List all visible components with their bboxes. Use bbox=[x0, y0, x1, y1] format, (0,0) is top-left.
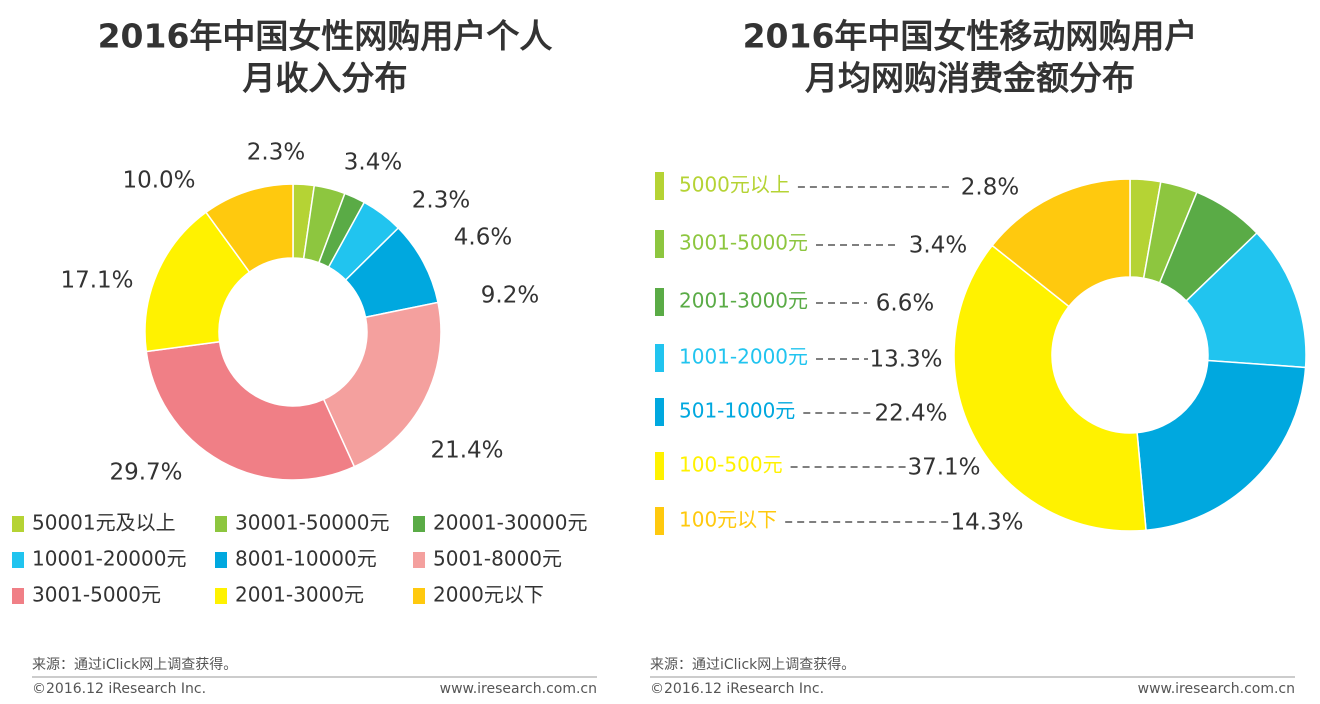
slice bbox=[991, 178, 1131, 308]
legend-marker bbox=[12, 516, 24, 532]
legend-marker bbox=[413, 552, 425, 568]
legend-label: 100-500元 bbox=[679, 453, 783, 477]
legend-label: 2000元以下 bbox=[433, 583, 544, 607]
chart-title: 2016年中国女性网购用户个人 bbox=[98, 17, 553, 56]
legend-marker bbox=[655, 344, 664, 372]
slice bbox=[1136, 359, 1307, 532]
legend-marker bbox=[655, 230, 664, 258]
chart-title: 月均网购消费金额分布 bbox=[805, 59, 1135, 98]
value-label: 2.8% bbox=[961, 175, 1019, 201]
legend-label: 3001-5000元 bbox=[679, 231, 808, 255]
legend-marker bbox=[215, 516, 227, 532]
legend-label: 501-1000元 bbox=[679, 399, 795, 423]
source: 来源：通过iClick网上调查获得。 bbox=[650, 656, 855, 673]
legend-marker bbox=[413, 516, 425, 532]
value-label: 3.4% bbox=[909, 233, 967, 259]
slice bbox=[1185, 231, 1307, 369]
legend-marker bbox=[655, 452, 664, 480]
legend-label: 100元以下 bbox=[679, 508, 777, 532]
value-label: 29.7% bbox=[109, 460, 182, 486]
value-label: 14.3% bbox=[950, 510, 1023, 536]
legend-label: 50001元及以上 bbox=[32, 511, 176, 535]
value-label: 37.1% bbox=[907, 455, 980, 481]
legend-label: 20001-30000元 bbox=[433, 511, 587, 535]
legend-marker bbox=[12, 588, 24, 604]
value-label: 2.3% bbox=[247, 140, 305, 166]
legend-label: 30001-50000元 bbox=[235, 511, 389, 535]
copyright: ©2016.12 iResearch Inc. bbox=[650, 681, 824, 697]
legend-marker bbox=[655, 172, 664, 200]
legend-marker bbox=[215, 588, 227, 604]
website: www.iresearch.com.cn bbox=[1138, 681, 1295, 697]
value-label: 21.4% bbox=[430, 438, 503, 464]
slice bbox=[322, 301, 442, 468]
value-label: 17.1% bbox=[60, 268, 133, 294]
legend-label: 10001-20000元 bbox=[32, 547, 186, 571]
source: 来源：通过iClick网上调查获得。 bbox=[32, 656, 237, 673]
legend-marker bbox=[655, 507, 664, 535]
legend-marker bbox=[12, 552, 24, 568]
value-label: 6.6% bbox=[876, 291, 934, 317]
legend-marker bbox=[655, 398, 664, 426]
value-label: 10.0% bbox=[122, 168, 195, 194]
slice bbox=[204, 183, 294, 274]
legend-label: 3001-5000元 bbox=[32, 583, 161, 607]
slice bbox=[145, 340, 356, 481]
legend-marker bbox=[413, 588, 425, 604]
legend-label: 5001-8000元 bbox=[433, 547, 562, 571]
slice bbox=[953, 244, 1147, 532]
website: www.iresearch.com.cn bbox=[440, 681, 597, 697]
chart-title: 2016年中国女性移动网购用户 bbox=[743, 17, 1198, 56]
legend-marker bbox=[655, 288, 664, 316]
copyright: ©2016.12 iResearch Inc. bbox=[32, 681, 206, 697]
value-label: 22.4% bbox=[874, 401, 947, 427]
legend-label: 1001-2000元 bbox=[679, 345, 808, 369]
value-label: 3.4% bbox=[344, 150, 402, 176]
legend-label: 2001-3000元 bbox=[679, 289, 808, 313]
value-label: 2.3% bbox=[412, 188, 470, 214]
value-label: 13.3% bbox=[869, 347, 942, 373]
legend-marker bbox=[215, 552, 227, 568]
value-label: 4.6% bbox=[454, 225, 512, 251]
legend-label: 2001-3000元 bbox=[235, 583, 364, 607]
chart-title: 月收入分布 bbox=[243, 59, 408, 98]
legend-label: 8001-10000元 bbox=[235, 547, 377, 571]
legend-label: 5000元以上 bbox=[679, 173, 790, 197]
value-label: 9.2% bbox=[481, 283, 539, 309]
